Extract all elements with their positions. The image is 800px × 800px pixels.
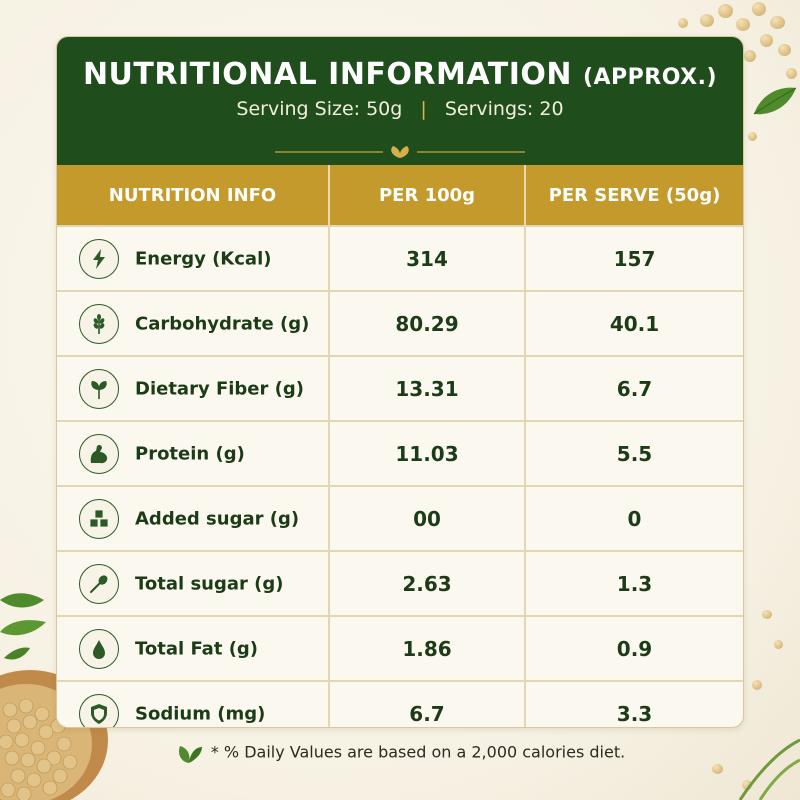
decorative-leaves-left: [0, 593, 46, 660]
table-row: Added sugar (g) 00 0: [57, 485, 743, 551]
table-row: Protein (g) 11.03 5.5: [57, 420, 743, 486]
spoon-icon: [79, 563, 119, 604]
per-serve-value: 0: [525, 485, 743, 551]
nutrient-label: Total Fat (g): [135, 638, 259, 659]
per-100g-value: 2.63: [329, 550, 526, 616]
nutrient-label: Added sugar (g): [135, 508, 300, 529]
daily-values-note: * % Daily Values are based on a 2,000 ca…: [210, 742, 626, 762]
footer-note: * % Daily Values are based on a 2,000 ca…: [0, 742, 800, 764]
drop-icon: [79, 628, 119, 669]
nutrient-label: Carbohydrate (g): [135, 313, 310, 334]
column-header-per-100g: PER 100g: [329, 165, 526, 226]
wheat-icon: [79, 303, 119, 344]
nutrient-label: Sodium (mg): [135, 703, 266, 724]
serving-info: Serving Size: 50g | Servings: 20: [57, 98, 743, 120]
per-serve-value: 157: [525, 225, 743, 291]
title-main: NUTRITIONAL INFORMATION: [82, 57, 573, 92]
table-header-row: NUTRITION INFO PER 100g PER SERVE (50g): [57, 165, 743, 226]
table-row: Carbohydrate (g) 80.29 40.1: [57, 290, 743, 356]
leaf-icon: [178, 746, 202, 763]
nutrition-card: NUTRITIONAL INFORMATION (APPROX.) Servin…: [56, 36, 744, 728]
per-100g-value: 314: [329, 225, 526, 291]
nutrient-name-cell: Total Fat (g): [57, 615, 330, 681]
table-row: Energy (Kcal) 314 157: [57, 225, 743, 291]
serving-size: Serving Size: 50g: [236, 98, 403, 120]
table-row: Dietary Fiber (g) 13.31 6.7: [57, 355, 743, 421]
nutrient-name-cell: Total sugar (g): [57, 550, 330, 616]
per-100g-value: 11.03: [329, 420, 526, 486]
per-serve-value: 0.9: [525, 615, 743, 681]
muscle-icon: [79, 433, 119, 474]
nutrient-name-cell: Dietary Fiber (g): [57, 355, 330, 421]
per-100g-value: 13.31: [329, 355, 526, 421]
table-row: Sodium (mg) 6.7 3.3: [57, 680, 743, 727]
nutrient-name-cell: Protein (g): [57, 420, 330, 486]
per-100g-value: 00: [329, 485, 526, 551]
per-serve-value: 6.7: [525, 355, 743, 421]
per-100g-value: 6.7: [329, 680, 526, 727]
nutrient-name-cell: Energy (Kcal): [57, 225, 330, 291]
serving-separator: |: [420, 98, 427, 120]
nutrition-table: NUTRITION INFO PER 100g PER SERVE (50g) …: [57, 165, 743, 727]
nutrition-header: NUTRITIONAL INFORMATION (APPROX.) Servin…: [57, 37, 743, 165]
page-title: NUTRITIONAL INFORMATION (APPROX.): [57, 37, 743, 92]
table-row: Total sugar (g) 2.63 1.3: [57, 550, 743, 616]
per-100g-value: 1.86: [329, 615, 526, 681]
nutrient-name-cell: Carbohydrate (g): [57, 290, 330, 356]
shield-icon: [79, 693, 119, 727]
title-approx: (APPROX.): [582, 65, 718, 90]
table-row: Total Fat (g) 1.86 0.9: [57, 615, 743, 681]
leaf-divider-icon: [275, 146, 525, 158]
nutrient-name-cell: Sodium (mg): [57, 680, 330, 727]
per-serve-value: 3.3: [525, 680, 743, 727]
leaf-icon: [79, 368, 119, 409]
nutrient-label: Protein (g): [135, 443, 245, 464]
per-serve-value: 1.3: [525, 550, 743, 616]
nutrient-label: Dietary Fiber (g): [135, 378, 304, 399]
per-serve-value: 40.1: [525, 290, 743, 356]
nutrient-label: Total sugar (g): [135, 573, 284, 594]
column-header-per-serve: PER SERVE (50g): [525, 165, 743, 226]
lightning-icon: [79, 238, 119, 279]
column-header-nutrition-info: NUTRITION INFO: [57, 165, 330, 226]
servings-count: Servings: 20: [444, 98, 564, 120]
decorative-grass-bottom-right: [738, 738, 800, 800]
per-serve-value: 5.5: [525, 420, 743, 486]
nutrient-name-cell: Added sugar (g): [57, 485, 330, 551]
sugar-cubes-icon: [79, 498, 119, 539]
nutrient-label: Energy (Kcal): [135, 248, 272, 269]
decorative-leaf-top-right: [753, 87, 797, 115]
per-100g-value: 80.29: [329, 290, 526, 356]
